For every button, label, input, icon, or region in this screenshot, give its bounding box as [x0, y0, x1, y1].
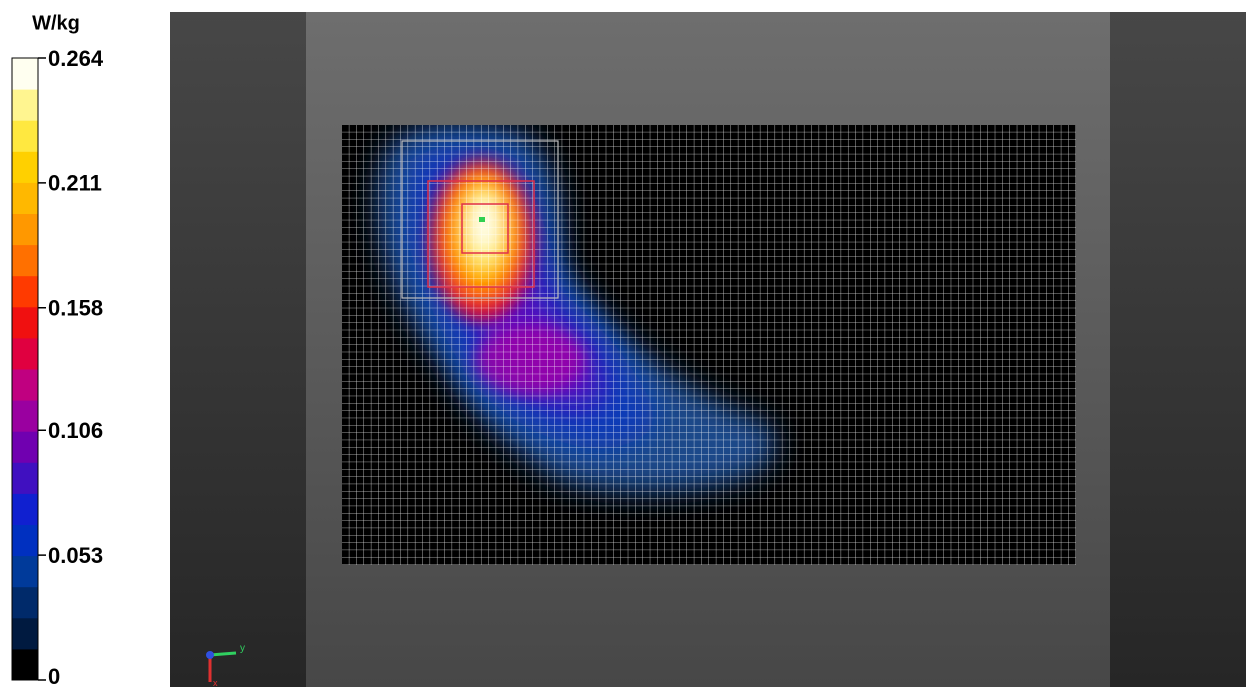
colorbar-segment	[12, 244, 38, 277]
zoom-scan-box	[427, 180, 535, 288]
colorbar-segment	[12, 337, 38, 370]
grid	[342, 125, 1076, 565]
colorbar-segment	[12, 462, 38, 494]
colorbar-segment	[12, 58, 38, 90]
colorbar-unit: W/kg	[32, 12, 80, 34]
triad-z	[206, 651, 214, 659]
colorbar-segment	[12, 182, 38, 214]
colorbar-segment	[12, 120, 38, 152]
triad-x-label: x	[213, 678, 218, 687]
colorbar-tick-label: 0.158	[48, 296, 103, 321]
viewport: y x	[170, 12, 1246, 687]
colorbar-segment	[12, 617, 38, 650]
colorbar-segment	[12, 151, 38, 183]
colorbar-segment	[12, 275, 38, 308]
colorbar-tick-label: 0.264	[48, 46, 104, 71]
colorbar-segment	[12, 431, 38, 463]
colorbar-segment	[12, 586, 38, 619]
colorbar-segment	[12, 213, 38, 246]
colorbar-frame	[11, 57, 39, 681]
triad-y-label: y	[240, 643, 245, 654]
triad-y	[209, 651, 237, 657]
colorbar-segment	[12, 493, 38, 525]
colorbar-segment	[12, 648, 38, 681]
colorbar-segment	[12, 89, 38, 121]
colorbar-segment	[12, 524, 38, 557]
axis-triad: y x	[206, 643, 245, 687]
colorbar-segment	[12, 555, 38, 588]
cube-box	[461, 203, 509, 254]
colorbar-segment	[12, 369, 38, 401]
colorbar-tick-label: 0.106	[48, 418, 103, 443]
area-scan-box	[401, 140, 559, 299]
colorbar-segment	[12, 400, 38, 432]
colorbar: W/kg 0 0.053 0.106 0.158 0.211 0.264	[11, 12, 104, 687]
colorbar-tick-label: 0	[48, 664, 60, 687]
colorbar-tick-label: 0.053	[48, 543, 103, 568]
colorbar-segment	[12, 306, 38, 339]
peak-marker	[479, 217, 485, 222]
colorbar-tick-label: 0.211	[48, 171, 102, 196]
